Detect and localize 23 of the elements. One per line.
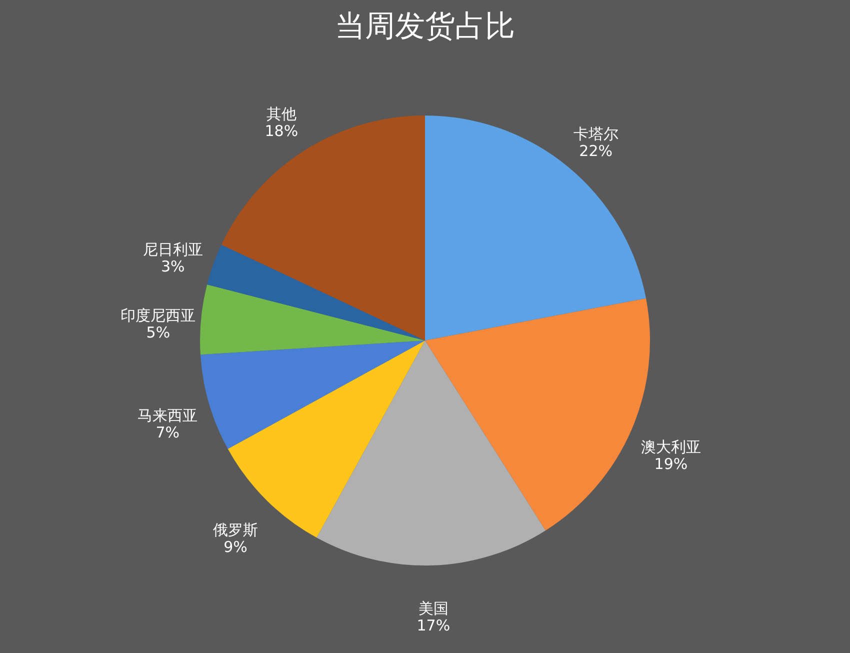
data-label: 18% bbox=[264, 122, 298, 140]
pie-slice bbox=[316, 340, 546, 566]
pie-slice bbox=[200, 284, 425, 355]
slice-label: 俄罗斯 bbox=[212, 521, 258, 540]
slice-label: 尼日利亚 bbox=[142, 240, 203, 259]
pie-slice bbox=[207, 244, 425, 340]
data-label: 17% bbox=[416, 616, 450, 634]
data-label: 5% bbox=[146, 323, 170, 342]
data-label: 3% bbox=[160, 258, 185, 276]
data-label: 7% bbox=[156, 423, 180, 442]
slice-label: 其他 bbox=[266, 105, 296, 124]
slice-label: 澳大利亚 bbox=[640, 438, 701, 456]
slice-label: 印度尼西亚 bbox=[120, 306, 196, 324]
slice-label: 马来西亚 bbox=[138, 406, 198, 424]
chart-title: 当周发货占比 bbox=[335, 9, 515, 44]
data-label: 19% bbox=[654, 454, 688, 473]
pie-slice bbox=[228, 340, 425, 538]
pie-slice bbox=[200, 340, 425, 449]
data-label: 9% bbox=[224, 538, 248, 556]
pie-slice bbox=[425, 116, 646, 340]
slice-label: 美国 bbox=[418, 599, 448, 618]
data-label: 22% bbox=[579, 142, 612, 160]
slice-label: 卡塔尔 bbox=[573, 125, 618, 143]
